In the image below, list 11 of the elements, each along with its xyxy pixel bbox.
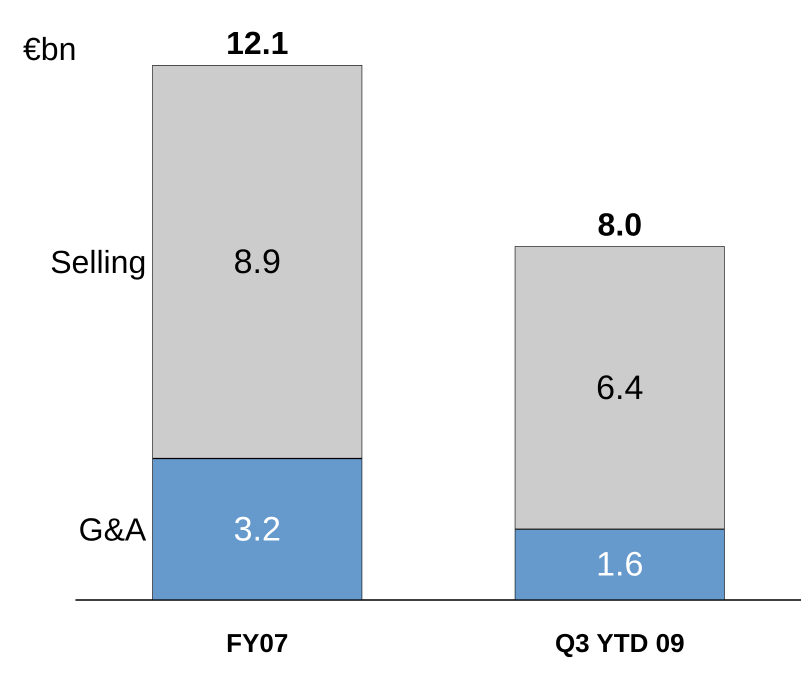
total-label: 12.1: [226, 25, 288, 61]
data-label: 8.9: [234, 242, 281, 281]
total-label: 8.0: [598, 206, 642, 242]
x-tick-label: Q3 YTD 09: [554, 628, 685, 658]
x-tick-label: FY07: [226, 628, 288, 658]
y-axis-title: €bn: [23, 31, 76, 67]
data-label: 1.6: [596, 546, 644, 584]
series-label: G&A: [78, 511, 147, 548]
series-label: Selling: [50, 244, 146, 280]
data-label: 6.4: [596, 368, 644, 407]
data-label: 3.2: [234, 510, 281, 548]
